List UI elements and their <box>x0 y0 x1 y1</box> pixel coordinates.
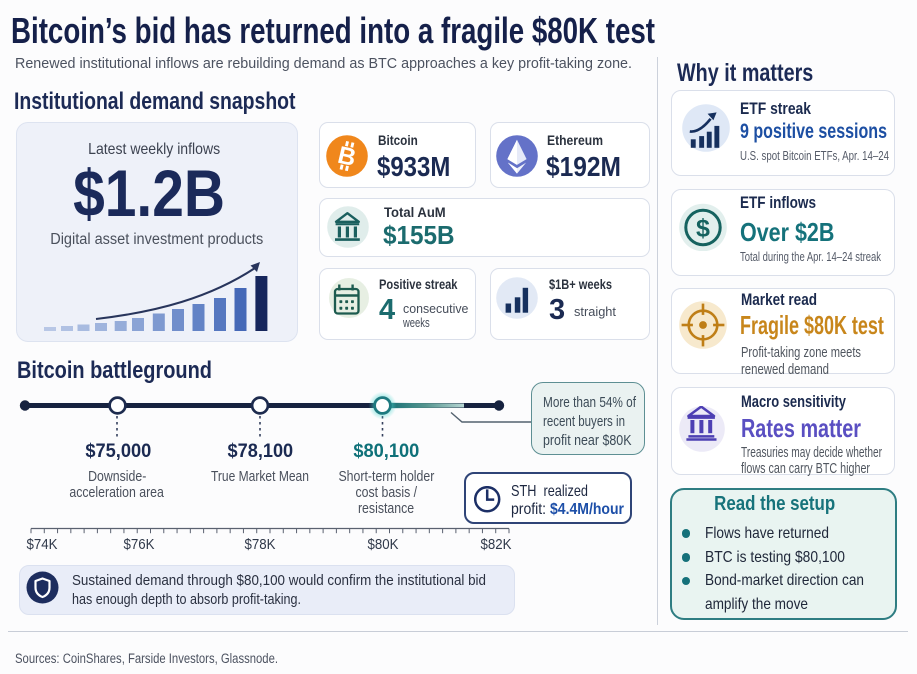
svg-text:$: $ <box>696 214 710 242</box>
